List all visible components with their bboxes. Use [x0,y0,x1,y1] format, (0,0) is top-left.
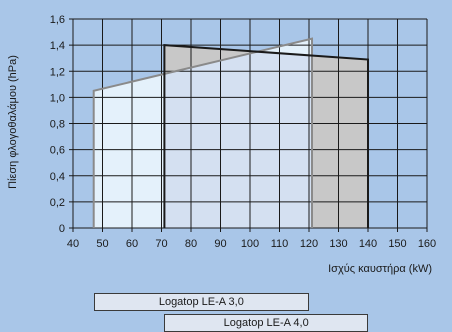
y-tick-label: 0,2 [50,197,65,209]
area-fills [93,38,368,228]
x-tick-label: 50 [96,238,108,250]
y-tick-label: 0,8 [50,119,65,131]
y-tick-label: 0,4 [50,171,65,183]
y-tick-label: 1,0 [50,92,65,104]
x-tick-label: 130 [329,238,347,250]
x-tick-label: 160 [418,238,436,250]
x-tick-label: 120 [300,238,318,250]
tick-labels: 40 50 60 70 80 90 100 110 120 130 140 150 160 0 0,2 0,4… [50,14,436,250]
y-tick-label: 0,6 [50,145,65,157]
y-tick-label: 0 [59,223,65,235]
range-bar-le-a-3: Logatop LE-A 3,0 [93,293,309,311]
x-tick-label: 70 [155,238,167,250]
x-tick-label: 60 [126,238,138,250]
x-tick-label: 90 [214,238,226,250]
y-tick-label: 1,6 [50,14,65,26]
series-line-le-a-3 [92,37,313,228]
grid [69,18,428,232]
y-tick-label: 1,4 [50,40,65,52]
x-tick-label: 110 [271,238,289,250]
x-tick-label: 40 [67,238,79,250]
series-lines [92,37,369,228]
y-axis-title: Πίεση φλογοθαλάμου (hPa) [7,55,19,189]
area-fill-overlap [164,45,312,228]
x-tick-label: 150 [388,238,406,250]
range-bar-le-a-4: Logatop LE-A 4,0 [164,314,368,332]
x-tick-label: 140 [359,238,377,250]
series-line-le-a-4 [163,44,369,228]
x-tick-label: 100 [241,238,259,250]
x-axis-title: Ισχύς καυστήρα (kW) [328,263,432,275]
y-tick-label: 1,2 [50,66,65,78]
x-tick-label: 80 [185,238,197,250]
